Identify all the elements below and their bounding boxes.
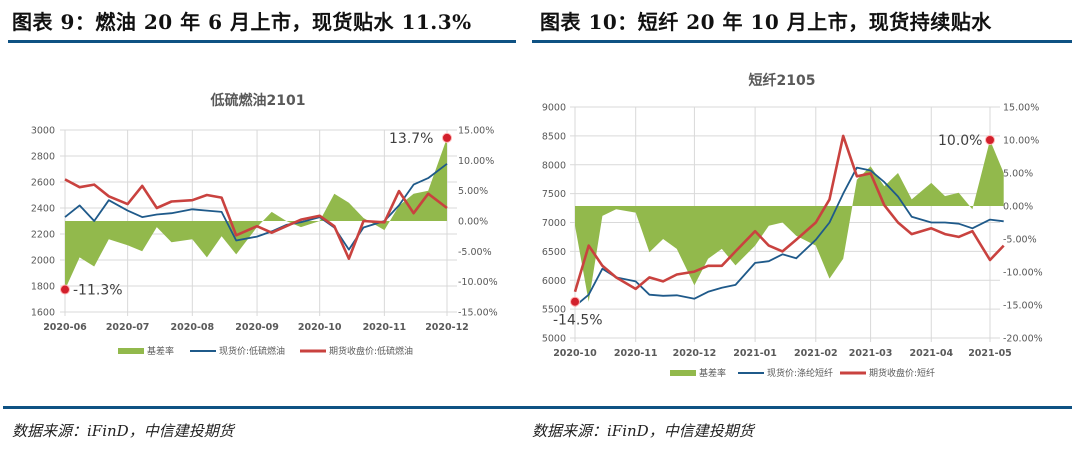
y-left-tick: 6000 <box>542 276 566 287</box>
chart-title: 低硫燃油2101 <box>210 92 306 109</box>
y-right-tick: -20.00% <box>1003 334 1043 345</box>
extreme-marker <box>985 135 995 145</box>
y-left-tick: 7000 <box>542 218 566 229</box>
spot-price-line <box>574 166 1004 307</box>
x-tick: 2021-03 <box>849 348 893 359</box>
y-right-tick: 5.00% <box>458 186 488 197</box>
extreme-marker <box>60 284 70 295</box>
y-left-tick: 2000 <box>31 256 55 267</box>
y-right-tick: 10.00% <box>1003 136 1039 147</box>
extreme-marker <box>570 296 580 307</box>
legend-label: 基差率 <box>699 367 726 379</box>
legend-swatch-basis <box>118 348 144 354</box>
x-tick: 2020-11 <box>363 322 407 333</box>
y-right-tick: -10.00% <box>458 277 498 288</box>
title-rule-right <box>532 40 1072 43</box>
y-left-tick: 2600 <box>31 178 55 189</box>
x-tick: 2020-10 <box>553 348 597 359</box>
x-tick: 2020-11 <box>614 348 658 359</box>
x-tick: 2020-07 <box>106 322 150 333</box>
x-tick: 2021-04 <box>909 348 953 359</box>
x-tick: 2021-01 <box>733 348 777 359</box>
legend-label: 现货价:涤纶短纤 <box>767 367 833 379</box>
annotation-label: -11.3% <box>73 283 123 299</box>
y-left-tick: 2800 <box>31 152 55 163</box>
y-left-tick: 3000 <box>31 126 55 137</box>
x-tick: 2020-06 <box>43 322 87 333</box>
annotation-label: -14.5% <box>553 313 603 329</box>
futures-price-line <box>573 134 1005 293</box>
y-right-tick: 15.00% <box>458 126 494 137</box>
figure-9-title: 图表 9：燃油 20 年 6 月上市，现货贴水 11.3% <box>12 10 472 34</box>
figure-10-title: 图表 10：短纤 20 年 10 月上市，现货持续贴水 <box>540 10 992 34</box>
y-left-tick: 5000 <box>542 334 566 345</box>
y-left-tick: 1800 <box>31 282 55 293</box>
x-tick: 2020-10 <box>298 322 342 333</box>
extreme-marker <box>442 132 452 143</box>
legend-label: 期货收盘价:低硫燃油 <box>329 345 413 357</box>
legend-label: 现货价:低硫燃油 <box>219 345 285 357</box>
y-right-tick: 5.00% <box>1003 169 1033 180</box>
annotation-label: 13.7% <box>389 131 433 147</box>
x-tick: 2021-02 <box>794 348 838 359</box>
x-tick: 2020-12 <box>673 348 717 359</box>
y-right-tick: 0.00% <box>458 217 488 228</box>
x-tick: 2020-12 <box>425 322 469 333</box>
y-right-tick: 15.00% <box>1003 103 1039 114</box>
y-left-tick: 2400 <box>31 204 55 215</box>
y-left-tick: 1600 <box>31 308 55 319</box>
y-left-tick: 6500 <box>542 247 566 258</box>
x-tick: 2021-05 <box>968 348 1012 359</box>
y-right-tick: 0.00% <box>1003 202 1033 213</box>
y-right-tick: -15.00% <box>458 308 498 319</box>
y-right-tick: -10.00% <box>1003 268 1043 279</box>
y-left-tick: 8500 <box>542 131 566 142</box>
futures-price-line <box>64 178 448 260</box>
y-left-tick: 2200 <box>31 230 55 241</box>
y-left-tick: 7500 <box>542 189 566 200</box>
annotation-label: 10.0% <box>938 133 982 149</box>
x-tick: 2020-09 <box>235 322 279 333</box>
title-rule-left <box>8 40 516 43</box>
y-right-tick: -5.00% <box>458 247 492 258</box>
y-right-tick: -5.00% <box>1003 235 1037 246</box>
legend-label: 期货收盘价:短纤 <box>869 367 935 379</box>
bottom-rule <box>3 406 1072 409</box>
legend-swatch-basis <box>670 370 696 376</box>
y-left-tick: 5500 <box>542 305 566 316</box>
y-left-tick: 9000 <box>542 103 566 114</box>
legend-label: 基差率 <box>147 345 174 357</box>
figure-9-source: 数据来源：iFinD，中信建投期货 <box>12 422 234 440</box>
y-left-tick: 8000 <box>542 160 566 171</box>
basis-area <box>575 140 1004 302</box>
y-right-tick: -15.00% <box>1003 301 1043 312</box>
figure-10-source: 数据来源：iFinD，中信建投期货 <box>532 422 754 440</box>
chart-title: 短纤2105 <box>749 72 816 89</box>
x-tick: 2020-08 <box>171 322 215 333</box>
y-right-tick: 10.00% <box>458 156 494 167</box>
